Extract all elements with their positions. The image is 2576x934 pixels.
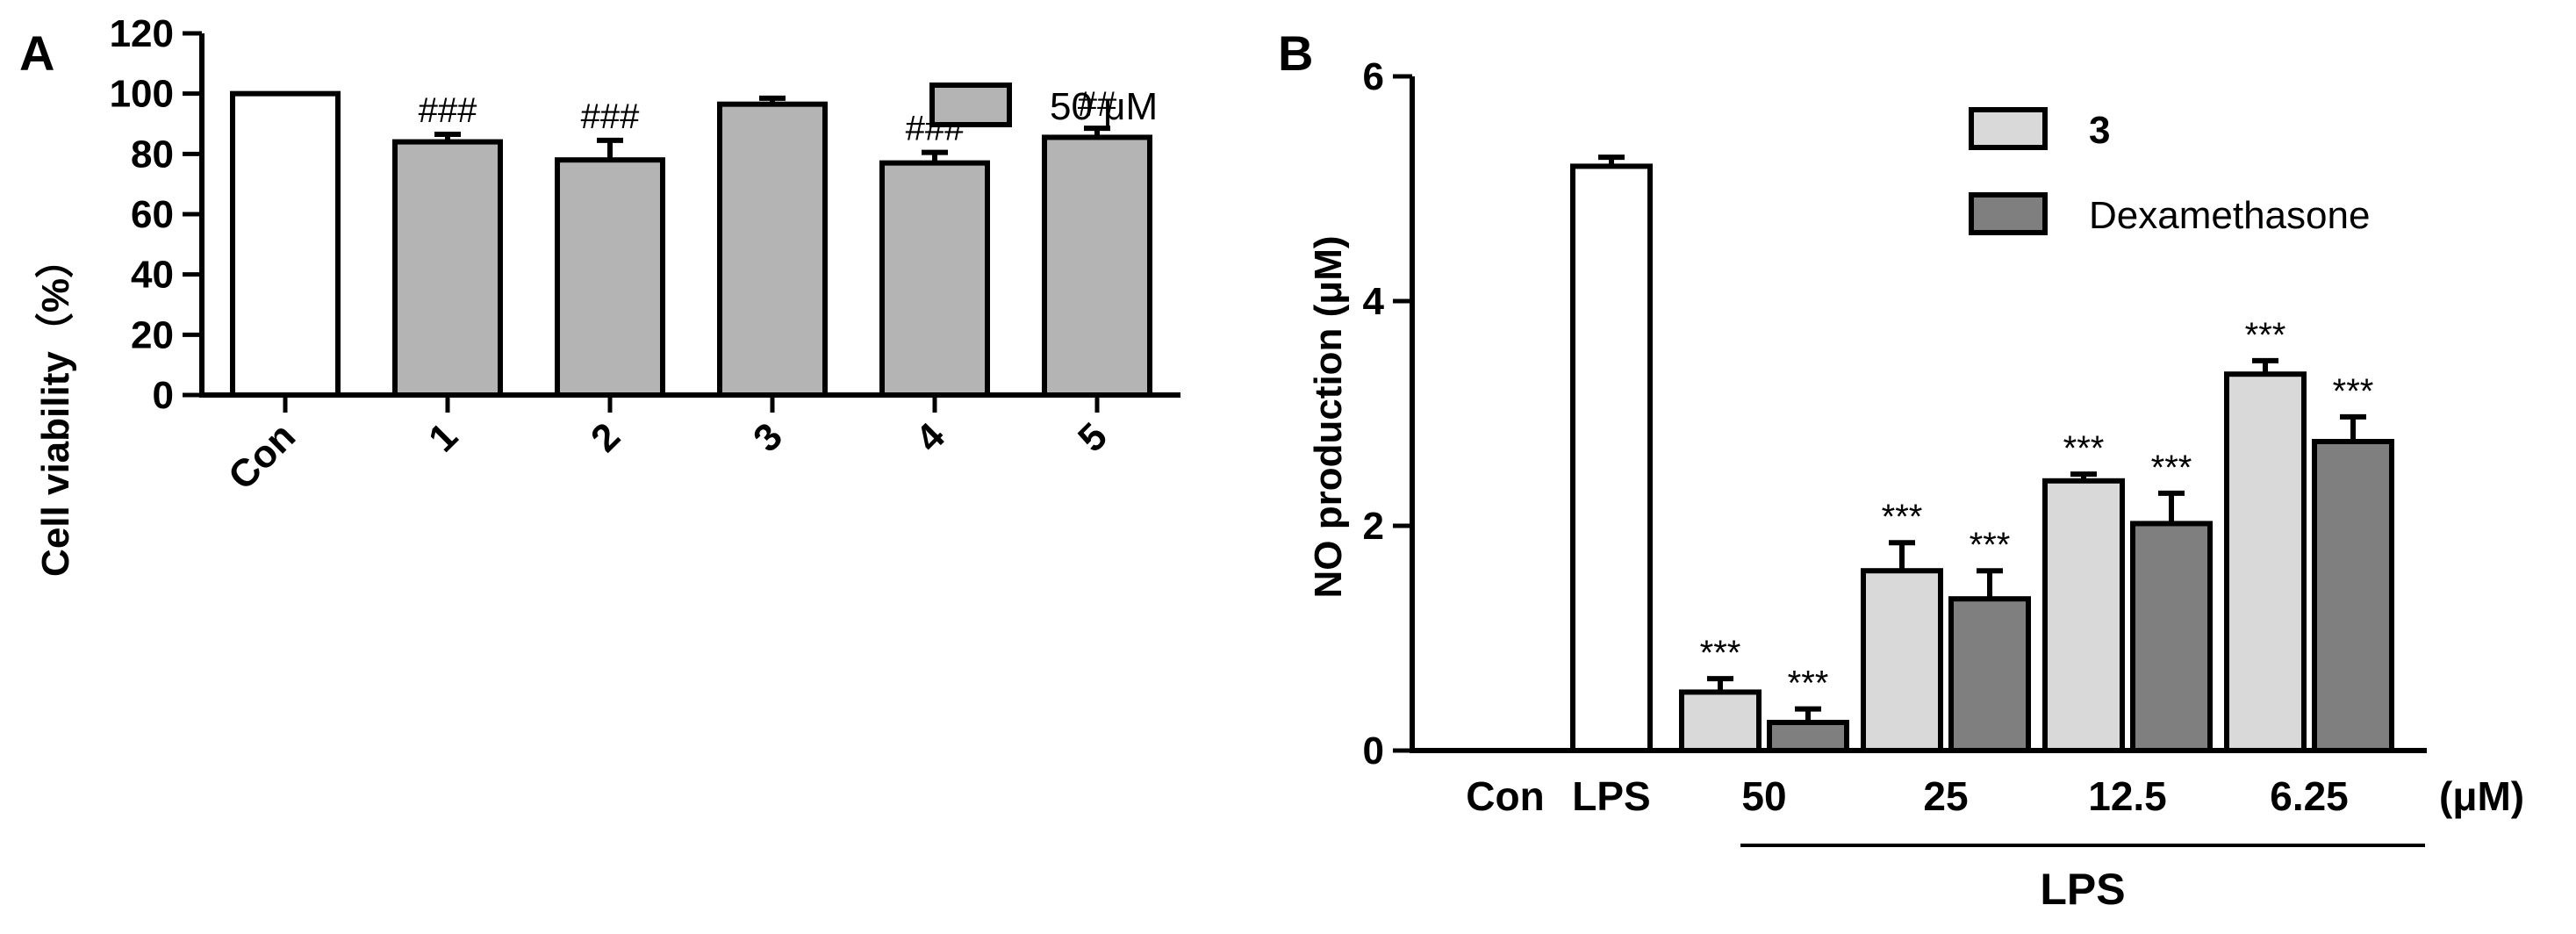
x-tick-label-con: Con (220, 414, 304, 498)
x-tick-label-1: 1 (420, 414, 466, 460)
panel-b-label: B (1278, 25, 1313, 81)
x-tick-label-con: Con (1466, 773, 1544, 819)
x-tick-label-2: 2 (583, 414, 628, 460)
legend-label-dexamethasone: Dexamethasone (2089, 194, 2370, 237)
legend-swatch-compound-3 (1969, 107, 2048, 150)
bar-con (230, 90, 341, 399)
bar-5 (1042, 134, 1152, 398)
panel-a-bars: ### ### ##### (230, 85, 1152, 399)
bar-compound-3-12_5 (2042, 478, 2125, 753)
panel-a-label: A (19, 25, 54, 81)
panel-b-group-label: LPS (2040, 865, 2125, 914)
bar-compound-3-6_25 (2224, 371, 2307, 753)
panel-a: A Cell viability（%） 0 20 40 60 80 100 120 Con 1 2… (19, 12, 1180, 577)
y-tick-label-100: 100 (110, 73, 174, 116)
panel-b-legend: 3 Dexamethasone (1969, 107, 2370, 237)
bar-lps (1570, 163, 1653, 753)
y-tick-label-40: 40 (131, 254, 174, 297)
panel-b-ylabel: NO production (μM) (1307, 235, 1350, 598)
y-tick-label-2: 2 (1363, 505, 1384, 548)
panel-a-ylabel: Cell viability（%） (34, 240, 77, 577)
bar-compound-3-6_25-significance: *** (2245, 316, 2286, 355)
bar-compound-3-50 (1679, 689, 1762, 753)
legend-swatch-50um (929, 83, 1012, 127)
bar-compound-3-12_5-significance: *** (2063, 429, 2105, 468)
y-tick-label-0: 0 (153, 374, 174, 417)
x-tick-label-5: 5 (1070, 414, 1116, 460)
bar-2 (555, 157, 665, 398)
x-tick-label-lps: LPS (1572, 773, 1650, 819)
bar-dexamethasone-6_25-significance: *** (2333, 372, 2374, 411)
panel-b: B NO production (μM) 0 2 4 6 Con LPS 50 25 12.5 6… (1278, 25, 2524, 914)
y-tick-label-60: 60 (131, 193, 174, 236)
panel-a-legend: 50 μM (929, 83, 1158, 128)
bar-dexamethasone-12_5 (2130, 521, 2213, 753)
bar-compound-3-50-significance: *** (1700, 634, 1741, 672)
y-tick-label-0: 0 (1363, 729, 1384, 772)
legend-label-50um: 50 μM (1050, 85, 1158, 128)
x-tick-label-50: 50 (1741, 773, 1786, 819)
legend-label-compound-3: 3 (2089, 109, 2110, 152)
bar-dexamethasone-6_25 (2312, 439, 2394, 753)
bar-dexamethasone-50-significance: *** (1788, 665, 1829, 703)
legend-swatch-dexamethasone (1969, 192, 2048, 235)
panel-a-axes: 0 20 40 60 80 100 120 Con 1 2 3 4 5 (110, 12, 1180, 499)
bar-3 (717, 101, 828, 399)
bar-compound-3-25-significance: *** (1882, 498, 1923, 536)
x-tick-label-12_5: 12.5 (2088, 773, 2167, 819)
x-tick-label-25: 25 (1923, 773, 1968, 819)
bar-dexamethasone-12_5-significance: *** (2151, 449, 2192, 487)
bar-2-significance: ### (581, 97, 640, 136)
bar-dexamethasone-25 (1948, 596, 2031, 754)
panel-b-bars: *** *** *** *** *** *** *** *** (1570, 154, 2394, 754)
y-tick-label-80: 80 (131, 133, 174, 176)
bar-5-significance: ## (1078, 85, 1117, 124)
x-tick-label-6_25: 6.25 (2270, 773, 2349, 819)
bar-4 (879, 160, 990, 398)
x-tick-label-3: 3 (745, 414, 791, 460)
y-tick-label-20: 20 (131, 313, 174, 356)
bar-dexamethasone-50 (1767, 720, 1849, 753)
bar-dexamethasone-25-significance: *** (1970, 526, 2011, 564)
y-tick-label-120: 120 (110, 12, 174, 55)
bar-1-significance: ### (419, 91, 477, 130)
y-tick-label-4: 4 (1363, 280, 1385, 323)
panel-b-unit-label: (μM) (2439, 773, 2524, 819)
x-tick-label-4: 4 (908, 414, 953, 460)
bar-1 (392, 139, 503, 398)
y-tick-label-6: 6 (1363, 55, 1384, 98)
bar-compound-3-25 (1861, 568, 1943, 754)
